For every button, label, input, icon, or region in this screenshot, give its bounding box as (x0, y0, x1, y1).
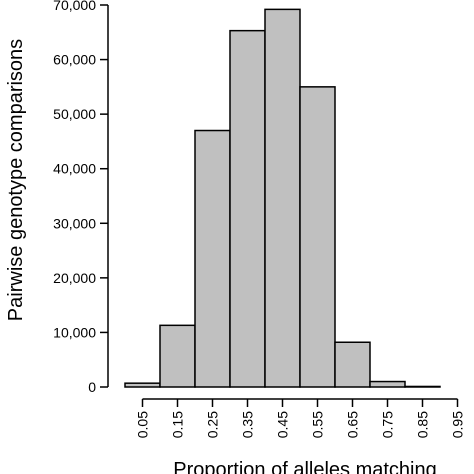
y-tick-label: 40,000 (53, 161, 96, 177)
bar-0.55 (299, 86, 336, 388)
x-tick-label: 0.75 (380, 411, 396, 438)
y-tick-label: 60,000 (53, 52, 96, 68)
x-tick-label: 0.25 (205, 411, 221, 438)
y-tick-label: 10,000 (53, 324, 96, 340)
x-tick-label: 0.15 (170, 411, 186, 438)
y-tick-label: 30,000 (53, 215, 96, 231)
bar-0.35 (229, 29, 266, 388)
x-tick-label: 0.45 (275, 411, 291, 438)
bar-0.65 (334, 341, 371, 388)
y-tick-label: 70,000 (53, 0, 96, 13)
bars-group (124, 8, 441, 388)
y-tick-label: 50,000 (53, 106, 96, 122)
bar-0.85 (404, 385, 441, 388)
x-tick-label: 0.55 (310, 411, 326, 438)
x-axis-title: Proportion of alleles matching (173, 459, 436, 474)
x-tick-label: 0.05 (135, 411, 151, 438)
bar-0.25 (194, 129, 231, 388)
bar-0.45 (264, 8, 301, 388)
y-tick-label: 0 (88, 379, 96, 395)
x-tick-label: 0.95 (450, 411, 466, 438)
bar-0.75 (369, 380, 406, 388)
x-tick-label: 0.85 (415, 411, 431, 438)
x-tick-label: 0.65 (345, 411, 361, 438)
y-axis-title: Pairwise genotype comparisons (5, 39, 27, 321)
x-axis: 0.05 0.15 0.25 0.35 0.45 0.55 0.65 0.75 0.85 0.95 (135, 398, 466, 438)
y-tick-label: 20,000 (53, 270, 96, 286)
y-axis: 0 10,000 20,000 30,000 40,000 50,000 60,000 70,… (53, 0, 109, 395)
bar-0.15 (159, 324, 196, 388)
x-tick-label: 0.35 (240, 411, 256, 438)
bar-0.05 (124, 382, 161, 388)
